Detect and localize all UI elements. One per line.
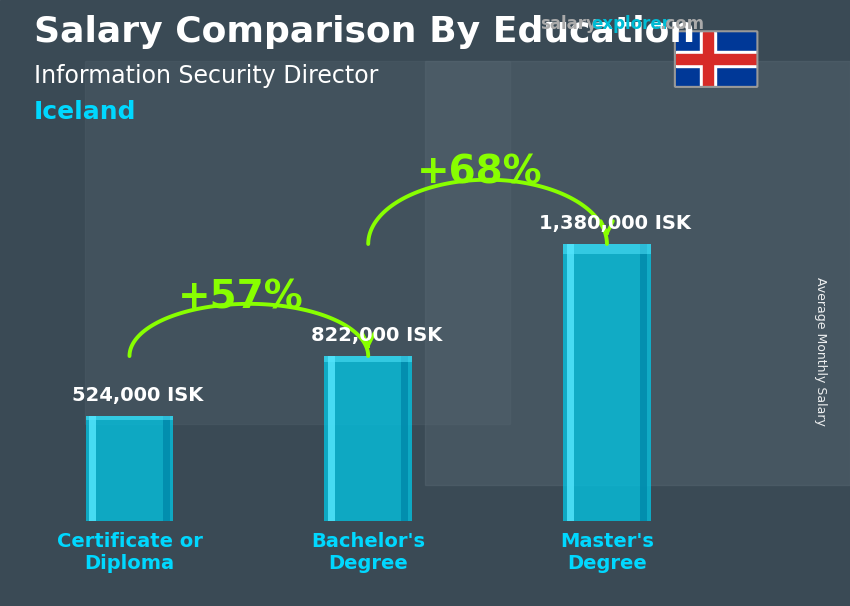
Bar: [325, 356, 412, 362]
Bar: [564, 244, 651, 254]
Bar: [700, 32, 716, 86]
Bar: [703, 32, 713, 86]
Text: Information Security Director: Information Security Director: [34, 64, 378, 88]
Text: Average Monthly Salary: Average Monthly Salary: [813, 277, 827, 426]
Text: 524,000 ISK: 524,000 ISK: [71, 386, 203, 405]
Text: Salary Comparison By Education: Salary Comparison By Education: [34, 15, 695, 49]
Bar: [89, 416, 96, 521]
Bar: [425, 61, 850, 485]
Bar: [564, 244, 651, 521]
Bar: [640, 244, 647, 521]
Bar: [676, 51, 756, 67]
Text: +68%: +68%: [416, 153, 542, 191]
Bar: [86, 416, 173, 419]
Bar: [85, 61, 510, 424]
Bar: [86, 416, 173, 521]
Bar: [328, 356, 335, 521]
Bar: [325, 356, 412, 521]
Text: 1,380,000 ISK: 1,380,000 ISK: [539, 214, 691, 233]
Bar: [676, 54, 756, 64]
Text: 822,000 ISK: 822,000 ISK: [310, 326, 442, 345]
Text: explorer: explorer: [591, 15, 670, 33]
Text: salary: salary: [540, 15, 597, 33]
Text: .com: .com: [660, 15, 705, 33]
Bar: [401, 356, 409, 521]
Bar: [162, 416, 170, 521]
Text: +57%: +57%: [178, 279, 303, 316]
Bar: [567, 244, 574, 521]
Text: Iceland: Iceland: [34, 100, 137, 124]
